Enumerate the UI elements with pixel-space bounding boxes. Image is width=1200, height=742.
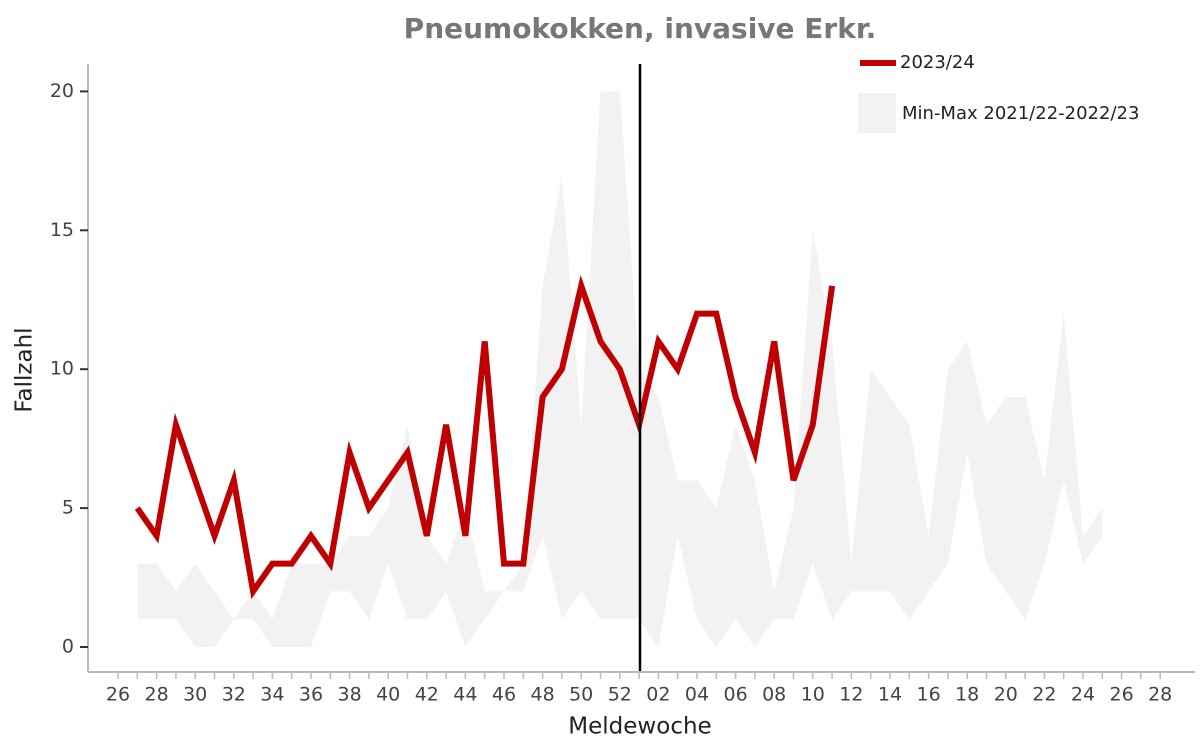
x-tick-label: 10 <box>801 684 825 706</box>
x-axis-label: Meldewoche <box>568 714 711 740</box>
x-tick-label: 48 <box>531 684 555 706</box>
x-tick-label: 18 <box>955 684 979 706</box>
plot-area <box>134 91 1103 647</box>
x-tick-label: 02 <box>646 684 670 706</box>
x-tick-label: 28 <box>1148 684 1172 706</box>
chart-title: Pneumokokken, invasive Erkr. <box>404 12 877 45</box>
x-tick-label: 34 <box>260 684 284 706</box>
y-axis-label: Fallzahl <box>12 327 38 412</box>
y-tick-label: 5 <box>62 497 74 519</box>
x-tick-label: 12 <box>839 684 863 706</box>
x-tick-label: 24 <box>1071 684 1095 706</box>
x-tick-label: 14 <box>878 684 902 706</box>
x-tick-label: 32 <box>222 684 246 706</box>
x-tick-label: 16 <box>917 684 941 706</box>
x-tick-label: 28 <box>145 684 169 706</box>
y-tick-label: 20 <box>50 80 74 102</box>
x-tick-label: 26 <box>106 684 130 706</box>
x-tick-label: 30 <box>183 684 207 706</box>
x-tick-label: 22 <box>1032 684 1056 706</box>
x-tick-label: 42 <box>415 684 439 706</box>
legend-label: Min-Max 2021/22-2022/23 <box>902 103 1139 124</box>
x-tick-label: 06 <box>724 684 748 706</box>
y-tick-label: 10 <box>50 358 74 380</box>
y-tick-label: 15 <box>50 219 74 241</box>
x-tick-label: 26 <box>1110 684 1134 706</box>
line-2023-24 <box>134 275 836 600</box>
x-tick-label: 46 <box>492 684 516 706</box>
legend-label: 2023/24 <box>900 52 975 73</box>
x-tick-label: 36 <box>299 684 323 706</box>
x-tick-label: 52 <box>608 684 632 706</box>
x-tick-label: 50 <box>569 684 593 706</box>
x-tick-label: 40 <box>376 684 400 706</box>
y-tick-label: 0 <box>62 635 74 657</box>
x-tick-label: 20 <box>994 684 1018 706</box>
x-tick-label: 38 <box>338 684 362 706</box>
x-tick-label: 44 <box>453 684 477 706</box>
legend-swatch-band <box>858 93 896 133</box>
x-tick-label: 04 <box>685 684 709 706</box>
x-tick-label: 08 <box>762 684 786 706</box>
